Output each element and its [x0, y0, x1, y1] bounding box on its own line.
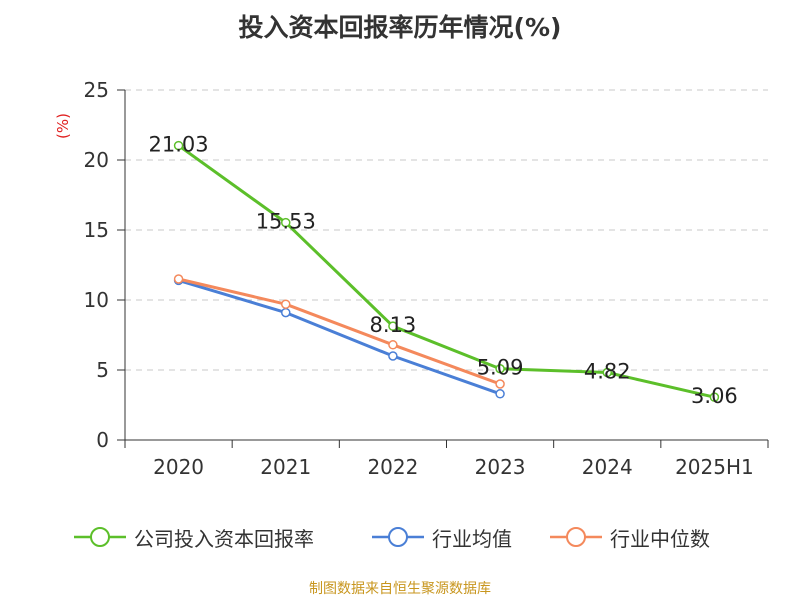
axis-layer: 0 5 10 15 20 25 2020 2021 2022 2023 2024 2025H1: [84, 78, 769, 479]
data-label: 4.82: [584, 360, 631, 384]
x-tick-label: 2023: [475, 455, 526, 479]
series-line: [177, 144, 715, 399]
data-point[interactable]: [173, 274, 184, 284]
chart-title: 投入资本回报率历年情况(%): [238, 13, 562, 42]
data-point[interactable]: [495, 363, 505, 374]
series-line: [178, 277, 501, 386]
x-tick-label: 2022: [367, 455, 418, 479]
grid-layer: [125, 89, 768, 371]
data-label: 21.03: [149, 133, 209, 157]
legend-marker-industry-mean: [372, 527, 424, 547]
y-tick-label: 25: [84, 78, 109, 102]
legend-item-industry-mean[interactable]: 行业均值: [370, 520, 512, 554]
y-tick-label: 5: [96, 358, 109, 382]
legend-marker-industry-median: [550, 527, 602, 547]
x-tick-label: 2020: [153, 455, 204, 479]
x-tick-label: 2024: [582, 455, 633, 479]
data-point[interactable]: [281, 307, 291, 318]
data-label: 15.53: [256, 210, 316, 234]
legend-marker-company-roic: [74, 527, 126, 547]
data-point[interactable]: [281, 217, 291, 228]
data-label: 5.09: [477, 356, 524, 380]
legend-item-company-roic[interactable]: 公司投入资本回报率: [72, 520, 314, 554]
data-point[interactable]: [495, 379, 505, 389]
data-label: 8.13: [370, 313, 417, 337]
legend-label-company-roic: 公司投入资本回报率: [134, 526, 314, 551]
y-tick-label: 0: [96, 428, 109, 452]
y-tick-label: 10: [84, 288, 109, 312]
legend-item-industry-median[interactable]: 行业中位数: [548, 520, 710, 554]
y-axis-unit-label: (%): [54, 113, 72, 139]
data-point[interactable]: [388, 351, 398, 361]
series-layer: [173, 140, 720, 402]
data-label-layer: 21.03 15.53 8.13 5.09 4.82 3.06: [149, 133, 738, 409]
legend: 公司投入资本回报率 行业均值 行业中位数: [0, 520, 800, 554]
data-point[interactable]: [602, 367, 612, 378]
data-label: 3.06: [691, 384, 738, 408]
data-point[interactable]: [495, 389, 505, 399]
legend-label-industry-mean: 行业均值: [432, 526, 512, 551]
y-tick-label: 15: [84, 218, 109, 242]
data-point[interactable]: [388, 340, 398, 350]
legend-label-industry-median: 行业中位数: [610, 526, 710, 551]
y-tick-label: 20: [84, 148, 109, 172]
data-point[interactable]: [388, 321, 398, 331]
data-point[interactable]: [173, 140, 184, 151]
x-tick-label: 2021: [260, 455, 311, 479]
series-line: [178, 278, 501, 396]
data-point[interactable]: [709, 392, 720, 402]
x-tick-label: 2025H1: [675, 455, 754, 479]
data-point[interactable]: [281, 299, 291, 309]
source-note: 制图数据来自恒生聚源数据库: [309, 581, 491, 597]
